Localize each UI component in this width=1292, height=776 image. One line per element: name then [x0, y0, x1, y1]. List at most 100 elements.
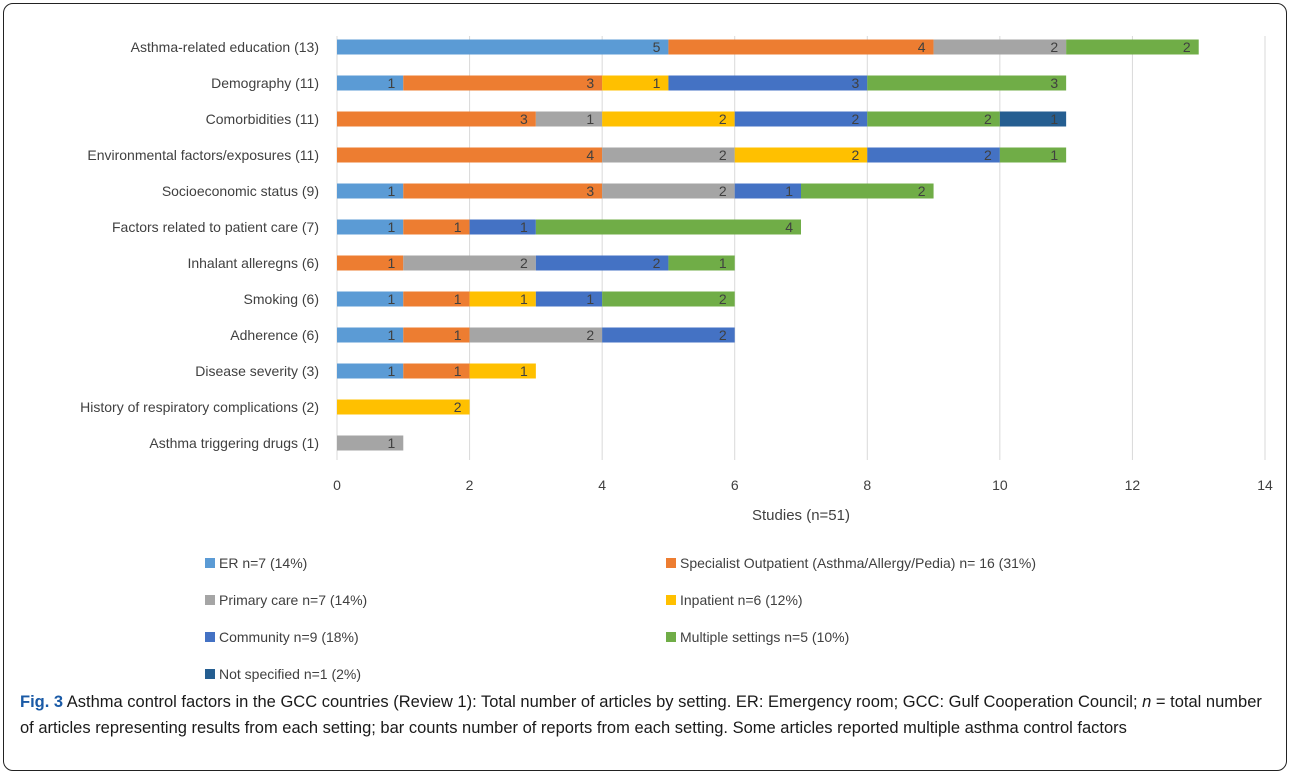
data-label-0-5: 2	[1183, 39, 1191, 55]
data-label-7-4: 1	[586, 291, 594, 307]
data-label-3-4: 2	[984, 147, 992, 163]
data-label-5-5: 4	[785, 219, 793, 235]
data-label-9-3: 1	[520, 363, 528, 379]
bar-segment-6-1	[337, 255, 404, 271]
legend-label-0: ER n=7 (14%)	[219, 555, 307, 571]
bar-segment-0-0	[337, 39, 669, 55]
bar-segment-10-3	[337, 399, 470, 415]
data-label-4-5: 2	[918, 183, 926, 199]
legend-swatch-1	[666, 558, 676, 568]
x-tick-label-2: 4	[598, 477, 606, 493]
data-label-9-1: 1	[454, 363, 462, 379]
data-label-4-1: 3	[586, 183, 594, 199]
data-label-2-5: 2	[984, 111, 992, 127]
data-label-5-1: 1	[454, 219, 462, 235]
data-label-8-4: 2	[719, 327, 727, 343]
bar-segment-5-4	[469, 219, 536, 235]
legend-label-2: Primary care n=7 (14%)	[219, 592, 367, 608]
bar-segment-8-0	[337, 327, 404, 343]
figure-frame	[3, 3, 1287, 771]
data-label-1-0: 1	[387, 75, 395, 91]
legend-swatch-3	[666, 595, 676, 605]
bar-segment-5-5	[535, 219, 801, 235]
bar-segment-2-3	[602, 111, 735, 127]
category-label-2: Comorbidities (11)	[206, 111, 319, 127]
bar-segment-11-2	[337, 435, 404, 451]
bar-segment-4-5	[801, 183, 934, 199]
data-label-7-3: 1	[520, 291, 528, 307]
category-label-10: History of respiratory complications (2)	[80, 399, 319, 415]
bar-segment-3-3	[734, 147, 868, 163]
x-tick-label-3: 6	[731, 477, 739, 493]
category-label-4: Socioeconomic status (9)	[162, 183, 319, 199]
category-label-9: Disease severity (3)	[195, 363, 319, 379]
legend-swatch-6	[205, 669, 215, 679]
bar-segment-0-1	[668, 39, 934, 55]
bar-segment-4-0	[337, 183, 404, 199]
data-label-7-1: 1	[454, 291, 462, 307]
data-label-4-4: 1	[785, 183, 793, 199]
bar-segment-3-5	[999, 147, 1067, 163]
data-label-2-3: 2	[719, 111, 727, 127]
bar-segment-7-4	[535, 291, 603, 307]
bar-segment-8-2	[469, 327, 603, 343]
bar-segment-7-0	[337, 291, 404, 307]
legend-swatch-4	[205, 632, 215, 642]
figure-caption: Fig. 3 Asthma control factors in the GCC…	[20, 689, 1265, 741]
category-label-0: Asthma-related education (13)	[131, 39, 319, 55]
bar-segment-7-3	[469, 291, 536, 307]
x-tick-label-1: 2	[466, 477, 474, 493]
data-label-6-4: 2	[653, 255, 661, 271]
data-label-11-2: 1	[387, 435, 395, 451]
data-label-2-4: 2	[851, 111, 859, 127]
legend-label-3: Inpatient n=6 (12%)	[680, 592, 803, 608]
bar-segment-4-1	[403, 183, 603, 199]
data-label-2-1: 3	[520, 111, 528, 127]
x-tick-label-7: 14	[1257, 477, 1273, 493]
bar-segment-1-5	[867, 75, 1067, 91]
bar-segment-4-4	[734, 183, 801, 199]
legend-swatch-5	[666, 632, 676, 642]
data-label-3-2: 2	[719, 147, 727, 163]
legend-label-4: Community n=9 (18%)	[219, 629, 359, 645]
data-label-6-5: 1	[719, 255, 727, 271]
x-tick-label-0: 0	[333, 477, 341, 493]
legend-label-6: Not specified n=1 (2%)	[219, 666, 361, 682]
data-label-1-1: 3	[586, 75, 594, 91]
bar-segment-0-2	[933, 39, 1067, 55]
data-label-0-0: 5	[653, 39, 661, 55]
bar-segment-1-1	[403, 75, 603, 91]
legend-swatch-2	[205, 595, 215, 605]
legend-label-5: Multiple settings n=5 (10%)	[680, 629, 849, 645]
x-axis-title: Studies (n=51)	[752, 507, 850, 524]
bar-segment-5-0	[337, 219, 404, 235]
bar-segment-8-1	[403, 327, 470, 343]
bar-segment-3-1	[337, 147, 603, 163]
category-label-8: Adherence (6)	[230, 327, 319, 343]
legend-swatch-0	[205, 558, 215, 568]
bar-segment-2-5	[867, 111, 1000, 127]
category-label-6: Inhalant alleregns (6)	[187, 255, 319, 271]
data-label-1-4: 3	[851, 75, 859, 91]
data-label-8-2: 2	[586, 327, 594, 343]
data-label-5-0: 1	[387, 219, 395, 235]
x-tick-label-5: 10	[992, 477, 1008, 493]
figure-label: Fig. 3	[20, 693, 64, 711]
legend-label-1: Specialist Outpatient (Asthma/Allergy/Pe…	[680, 555, 1036, 571]
bar-segment-2-2	[535, 111, 603, 127]
data-label-7-0: 1	[387, 291, 395, 307]
data-label-2-6: 1	[1050, 111, 1058, 127]
bar-segment-1-4	[668, 75, 868, 91]
data-label-6-2: 2	[520, 255, 528, 271]
category-label-1: Demography (11)	[211, 75, 319, 91]
x-tick-label-6: 12	[1125, 477, 1141, 493]
bar-segment-6-4	[535, 255, 669, 271]
data-label-2-2: 1	[586, 111, 594, 127]
bar-segment-2-4	[734, 111, 868, 127]
bar-segment-4-2	[602, 183, 735, 199]
bar-segment-2-6	[999, 111, 1067, 127]
bar-segment-3-2	[602, 147, 735, 163]
bar-segment-9-0	[337, 363, 404, 379]
bar-segment-7-5	[602, 291, 735, 307]
category-label-7: Smoking (6)	[244, 291, 319, 307]
